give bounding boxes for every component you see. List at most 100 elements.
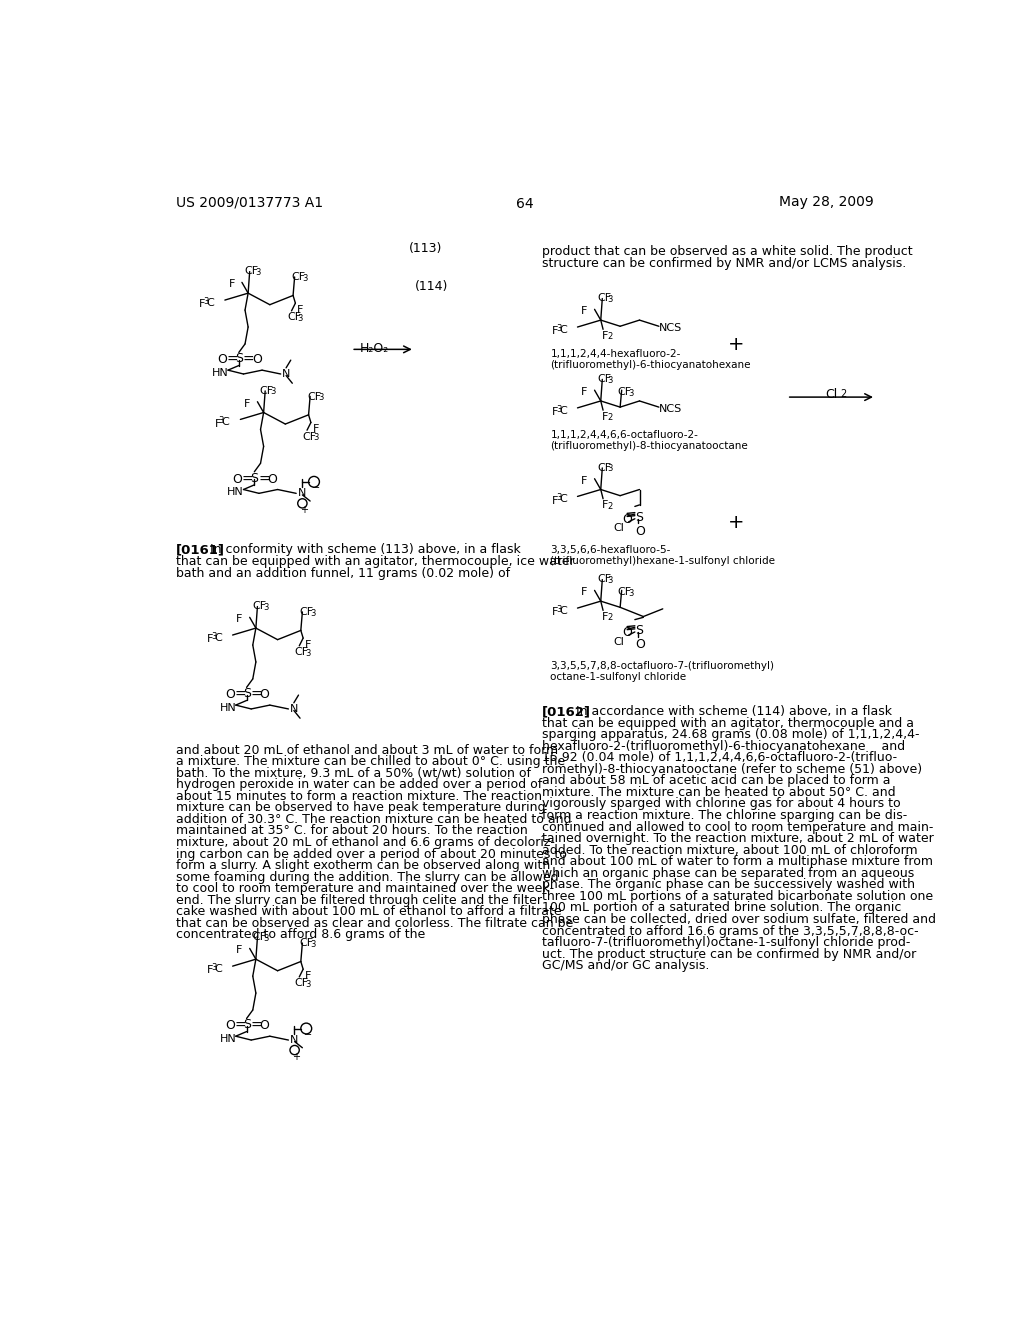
Text: 3,3,5,6,6-hexafluoro-5-: 3,3,5,6,6-hexafluoro-5- [550,545,671,554]
Text: CF: CF [597,574,611,585]
Text: form a slurry. A slight exotherm can be observed along with: form a slurry. A slight exotherm can be … [176,859,550,873]
Text: tafluoro-7-(trifluoromethyl)octane-1-sulfonyl chloride prod-: tafluoro-7-(trifluoromethyl)octane-1-sul… [542,936,910,949]
Text: F: F [228,280,234,289]
Text: 3: 3 [203,297,209,306]
Text: =: = [251,688,262,702]
Text: CF: CF [295,647,309,657]
Text: C: C [559,405,566,416]
Text: F: F [552,607,558,618]
Text: S: S [234,352,243,366]
Text: 3: 3 [317,393,324,403]
Text: O: O [636,525,645,539]
Text: 3: 3 [556,405,561,413]
Text: (trifluoromethyl)-8-thiocyanatooctane: (trifluoromethyl)-8-thiocyanatooctane [550,441,749,451]
Text: 3: 3 [305,649,311,657]
Text: 3: 3 [298,314,303,323]
Text: CF: CF [597,462,611,473]
Text: =: = [251,1019,262,1034]
Text: (trifluoromethyl)hexane-1-sulfonyl chloride: (trifluoromethyl)hexane-1-sulfonyl chlor… [550,556,775,566]
Text: maintained at 35° C. for about 20 hours. To the reaction: maintained at 35° C. for about 20 hours.… [176,825,527,837]
Text: F: F [207,965,213,975]
Text: hydrogen peroxide in water can be added over a period of: hydrogen peroxide in water can be added … [176,779,543,791]
Text: 3,3,5,5,7,8,8-octafluoro-7-(trifluoromethyl): 3,3,5,5,7,8,8-octafluoro-7-(trifluoromet… [550,661,774,671]
Text: a mixture. The mixture can be chilled to about 0° C. using the: a mixture. The mixture can be chilled to… [176,755,565,768]
Text: May 28, 2009: May 28, 2009 [779,195,873,210]
Text: HN: HN [227,487,244,498]
Text: phase. The organic phase can be successively washed with: phase. The organic phase can be successi… [542,878,914,891]
Text: 3: 3 [556,605,561,614]
Text: 2: 2 [607,413,612,422]
Text: bath. To the mixture, 9.3 mL of a 50% (wt/wt) solution of: bath. To the mixture, 9.3 mL of a 50% (w… [176,767,531,780]
Text: (114): (114) [415,280,449,293]
Text: (113): (113) [409,242,442,255]
Text: O: O [217,354,227,366]
Text: US 2009/0137773 A1: US 2009/0137773 A1 [176,195,324,210]
Text: concentrated to afford 16.6 grams of the 3,3,5,5,7,8,8,8-oc-: concentrated to afford 16.6 grams of the… [542,924,919,937]
Text: some foaming during the addition. The slurry can be allowed: some foaming during the addition. The sl… [176,871,559,883]
Text: 3: 3 [607,576,613,585]
Text: N: N [283,368,291,379]
Text: added. To the reaction mixture, about 100 mL of chloroform: added. To the reaction mixture, about 10… [542,843,918,857]
Text: F: F [312,424,318,434]
Text: mixture can be observed to have peak temperature during: mixture can be observed to have peak tem… [176,801,546,814]
Text: O: O [252,354,262,366]
Text: 64: 64 [516,197,534,211]
Text: 3: 3 [310,609,315,618]
Text: [0162]: [0162] [542,705,591,718]
Text: F: F [215,418,221,429]
Text: 2: 2 [607,333,612,342]
Text: F: F [552,326,558,337]
Text: 3: 3 [255,268,260,277]
Text: F: F [602,412,608,421]
Text: cake washed with about 100 mL of ethanol to afford a filtrate: cake washed with about 100 mL of ethanol… [176,906,562,919]
Text: =: = [242,473,254,487]
Text: 3: 3 [607,376,613,384]
Text: =: = [258,473,270,487]
Text: N: N [290,1035,298,1044]
Text: S: S [243,688,251,701]
Text: −: − [304,1030,312,1040]
Text: C: C [559,494,566,504]
Text: 3: 3 [556,323,561,333]
Text: +: + [292,1052,300,1061]
Text: CF: CF [617,587,632,597]
Text: 3: 3 [270,387,276,396]
Text: that can be observed as clear and colorless. The filtrate can be: that can be observed as clear and colorl… [176,917,573,929]
Text: H₂O₂: H₂O₂ [359,342,389,355]
Text: 3: 3 [263,603,268,611]
Text: C: C [214,632,222,643]
Text: F: F [552,496,558,506]
Text: F: F [582,475,588,486]
Text: O: O [260,688,269,701]
Text: C: C [222,417,229,428]
Text: CF: CF [302,432,316,442]
Text: CF: CF [295,978,309,989]
Text: 1,1,1,2,4,4-hexafluoro-2-: 1,1,1,2,4,4-hexafluoro-2- [550,350,681,359]
Text: product that can be observed as a white solid. The product: product that can be observed as a white … [542,246,912,259]
Text: CF: CF [597,293,611,304]
Text: 3: 3 [310,940,315,949]
Text: O: O [636,638,645,651]
Text: CF: CF [260,385,273,396]
Text: F: F [237,614,243,624]
Text: and about 58 mL of acetic acid can be placed to form a: and about 58 mL of acetic acid can be pl… [542,775,890,788]
Text: octane-1-sulfonyl chloride: octane-1-sulfonyl chloride [550,672,686,682]
Text: 2: 2 [607,614,612,623]
Text: C: C [559,325,566,335]
Text: F: F [199,300,206,309]
Text: vigorously sparged with chlorine gas for about 4 hours to: vigorously sparged with chlorine gas for… [542,797,900,810]
Text: which an organic phase can be separated from an aqueous: which an organic phase can be separated … [542,867,914,880]
Text: CF: CF [292,272,305,282]
Text: O: O [225,1019,234,1032]
Text: =: = [234,1019,246,1034]
Text: 3: 3 [305,979,311,989]
Text: S: S [243,1019,251,1031]
Text: [0161]: [0161] [176,544,225,557]
Text: 3: 3 [211,632,216,642]
Text: +: + [300,506,308,515]
Text: F: F [552,407,558,417]
Text: +: + [728,335,744,355]
Text: O: O [225,688,234,701]
Text: 3: 3 [263,933,268,942]
Text: CF: CF [597,374,611,384]
